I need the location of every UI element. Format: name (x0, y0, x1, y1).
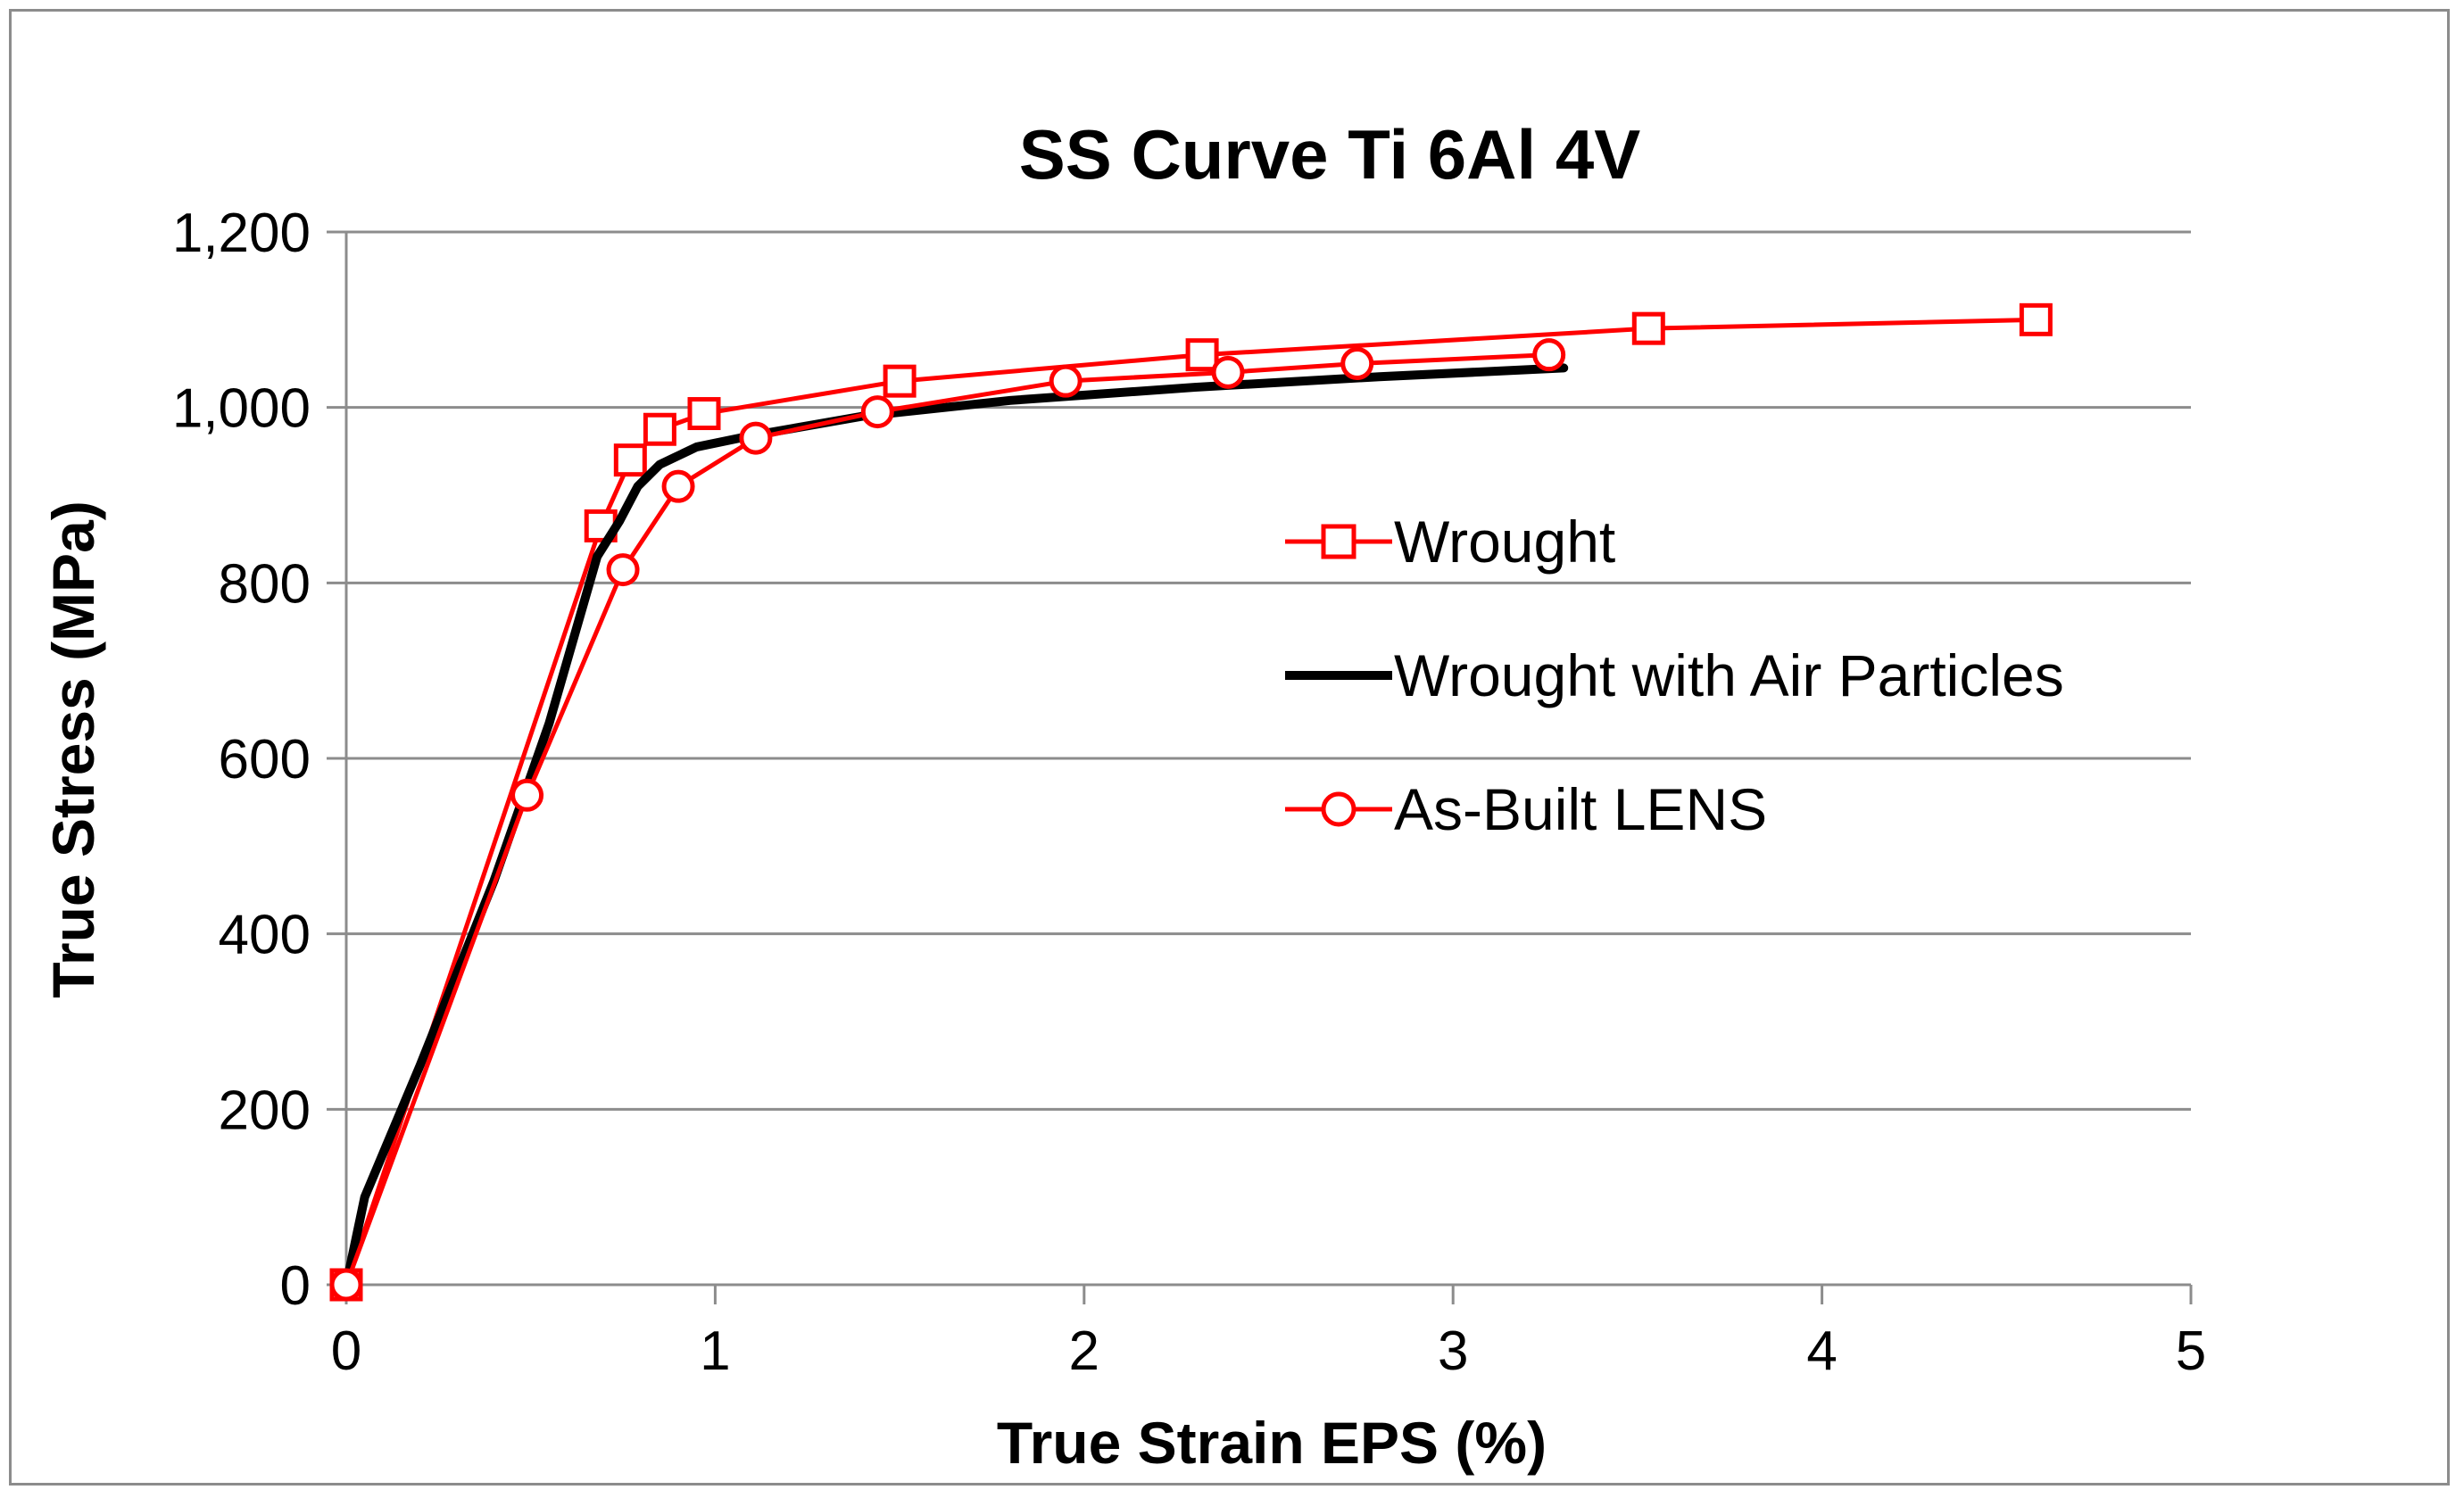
x-tick-label: 0 (331, 1320, 361, 1382)
data-point-circle (329, 1268, 363, 1302)
x-tick-label: 2 (1069, 1320, 1099, 1382)
y-tick-label: 1,000 (172, 378, 311, 440)
x-tick-label: 5 (2176, 1320, 2206, 1382)
series-line (344, 317, 2038, 1287)
x-tick-label: 1 (700, 1320, 730, 1382)
data-point-square (2019, 302, 2053, 336)
x-axis-title: True Strain EPS (%) (997, 1410, 1547, 1476)
series-line (342, 363, 1569, 1289)
data-point-circle (510, 778, 544, 812)
legend-as-built-marker (1321, 791, 1356, 827)
data-point-square (1631, 311, 1665, 345)
data-point-circle (1532, 338, 1566, 372)
chart-frame (9, 9, 2450, 1486)
chart-title: SS Curve Ti 6Al 4V (1019, 115, 1641, 194)
grid-lines (346, 230, 2191, 1111)
y-tick-label: 200 (219, 1080, 311, 1141)
series-layer (329, 302, 2053, 1302)
x-tick-label: 3 (1438, 1320, 1468, 1382)
y-tick-label: 1,200 (172, 203, 311, 264)
legend-wrought-marker (1321, 524, 1356, 559)
data-point-circle (606, 553, 640, 587)
series-line (344, 352, 1552, 1287)
data-point-circle (1211, 355, 1245, 389)
y-tick-label: 800 (219, 553, 311, 615)
legend-wrought-label: Wrought (1394, 509, 1615, 575)
legend-item-as-built: As-Built LENS (1285, 776, 1767, 842)
series-0 (329, 302, 2053, 1302)
y-tick-label: 600 (219, 729, 311, 790)
y-tick-label: 0 (280, 1255, 311, 1317)
data-point-square (613, 443, 647, 477)
data-point-circle (739, 421, 773, 455)
data-point-circle (1340, 347, 1374, 380)
legend-item-wrought: Wrought (1285, 509, 1615, 575)
data-point-square (1185, 338, 1219, 372)
data-point-circle (1049, 364, 1083, 398)
data-point-square (883, 364, 917, 398)
axes (327, 230, 2193, 1304)
y-tick-label: 400 (219, 905, 311, 966)
legend: Wrought Wrought with Air Particles As-Bu… (1285, 509, 2064, 842)
data-point-square (643, 412, 676, 446)
data-point-circle (661, 469, 695, 503)
legend-as-built-label: As-Built LENS (1394, 776, 1767, 842)
x-tick-label: 4 (1806, 1320, 1837, 1382)
data-point-circle (860, 395, 894, 429)
series-1 (342, 363, 1569, 1289)
legend-wrought-air-label: Wrought with Air Particles (1394, 642, 2064, 708)
series-2 (329, 338, 1566, 1302)
legend-item-wrought-air: Wrought with Air Particles (1285, 642, 2064, 708)
y-axis-title: True Stress (MPa) (40, 501, 106, 998)
tick-labels: 0 200 400 600 800 1,000 1,200 0 1 2 3 4 5 (172, 203, 2206, 1382)
data-point-square (687, 397, 721, 431)
